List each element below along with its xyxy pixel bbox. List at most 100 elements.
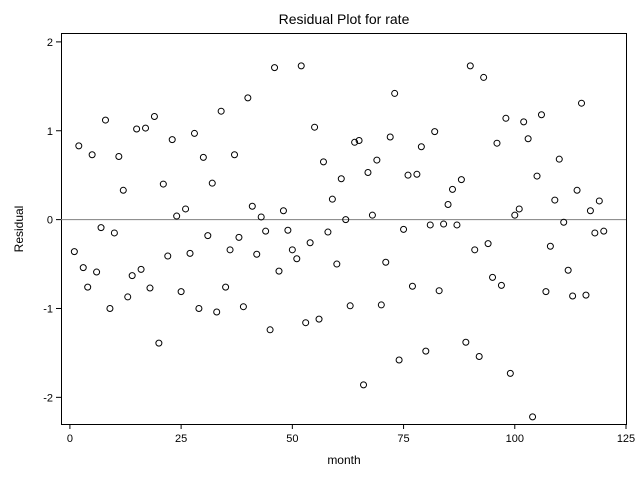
data-point — [101, 116, 109, 124]
x-tick-label: 50 — [286, 433, 298, 445]
data-point — [426, 221, 434, 229]
data-point — [448, 185, 456, 193]
data-point — [204, 232, 212, 240]
data-point — [551, 196, 559, 204]
data-point — [284, 226, 292, 234]
data-point — [110, 229, 118, 237]
data-point — [279, 207, 287, 215]
data-point — [115, 153, 123, 161]
x-tick-label: 75 — [397, 433, 409, 445]
data-point — [471, 246, 479, 254]
data-point — [119, 186, 127, 194]
data-point — [417, 143, 425, 151]
data-point — [342, 216, 350, 224]
chart-title: Residual Plot for rate — [279, 11, 410, 27]
data-point — [404, 171, 412, 179]
data-point — [266, 326, 274, 334]
data-point — [360, 381, 368, 389]
data-point — [244, 94, 252, 102]
data-point — [506, 369, 514, 377]
data-point — [537, 111, 545, 119]
data-point — [542, 288, 550, 296]
data-point — [480, 73, 488, 81]
data-point — [586, 207, 594, 215]
data-point — [226, 246, 234, 254]
x-tick-label: 0 — [67, 433, 73, 445]
data-point — [346, 302, 354, 310]
data-point — [546, 242, 554, 250]
data-point — [315, 315, 323, 323]
data-point — [395, 356, 403, 364]
y-tick-label: -2 — [43, 392, 53, 404]
data-point — [248, 202, 256, 210]
data-point — [564, 266, 572, 274]
data-point — [173, 212, 181, 220]
data-point — [88, 151, 96, 159]
data-point — [431, 128, 439, 136]
data-point — [600, 227, 608, 235]
data-point — [199, 153, 207, 161]
data-point — [497, 281, 505, 289]
data-point — [533, 172, 541, 180]
y-tick-label: 0 — [47, 215, 53, 227]
data-point — [524, 135, 532, 143]
data-point — [319, 158, 327, 166]
data-point — [239, 303, 247, 311]
data-point — [275, 267, 283, 275]
data-point — [484, 240, 492, 248]
data-point — [355, 137, 363, 145]
data-point — [137, 265, 145, 273]
data-point — [382, 258, 390, 266]
y-tick-label: 2 — [47, 37, 53, 49]
data-point — [182, 205, 190, 213]
data-point — [75, 142, 83, 150]
data-point — [453, 221, 461, 229]
data-point — [560, 218, 568, 226]
data-point — [368, 211, 376, 219]
data-point — [302, 319, 310, 327]
data-point — [84, 283, 92, 291]
data-point — [124, 293, 132, 301]
data-point — [168, 136, 176, 144]
data-point — [133, 125, 141, 133]
y-axis: -2 -1 0 1 2 — [43, 37, 61, 404]
data-point — [208, 179, 216, 187]
data-point — [231, 151, 239, 159]
y-tick-label: 1 — [47, 126, 53, 138]
data-point — [493, 139, 501, 147]
x-tick-label: 100 — [506, 433, 524, 445]
plot-frame — [61, 33, 627, 425]
data-point — [511, 211, 519, 219]
data-point — [324, 228, 332, 236]
x-tick-label: 125 — [617, 433, 635, 445]
data-point — [146, 284, 154, 292]
data-point — [377, 301, 385, 309]
data-point — [150, 113, 158, 121]
data-point — [217, 107, 225, 115]
data-point — [555, 155, 563, 163]
data-point — [475, 352, 483, 360]
data-point — [466, 62, 474, 70]
data-point — [186, 249, 194, 257]
data-point — [351, 138, 359, 146]
data-point — [311, 123, 319, 131]
data-point — [177, 288, 185, 296]
data-point — [293, 255, 301, 263]
data-point — [262, 227, 270, 235]
data-point — [70, 248, 78, 256]
data-point — [529, 413, 537, 421]
x-axis: 0 25 50 75 100 125 — [67, 424, 635, 445]
data-point — [520, 118, 528, 126]
data-point — [106, 304, 114, 312]
data-point — [457, 176, 465, 184]
data-point — [257, 213, 265, 221]
data-point — [271, 64, 279, 72]
y-axis-label: Residual — [12, 206, 26, 253]
data-point — [328, 195, 336, 203]
data-point — [391, 89, 399, 97]
data-point — [93, 268, 101, 276]
data-point — [155, 339, 163, 347]
data-point — [595, 197, 603, 205]
data-point — [462, 338, 470, 346]
data-point — [288, 246, 296, 254]
